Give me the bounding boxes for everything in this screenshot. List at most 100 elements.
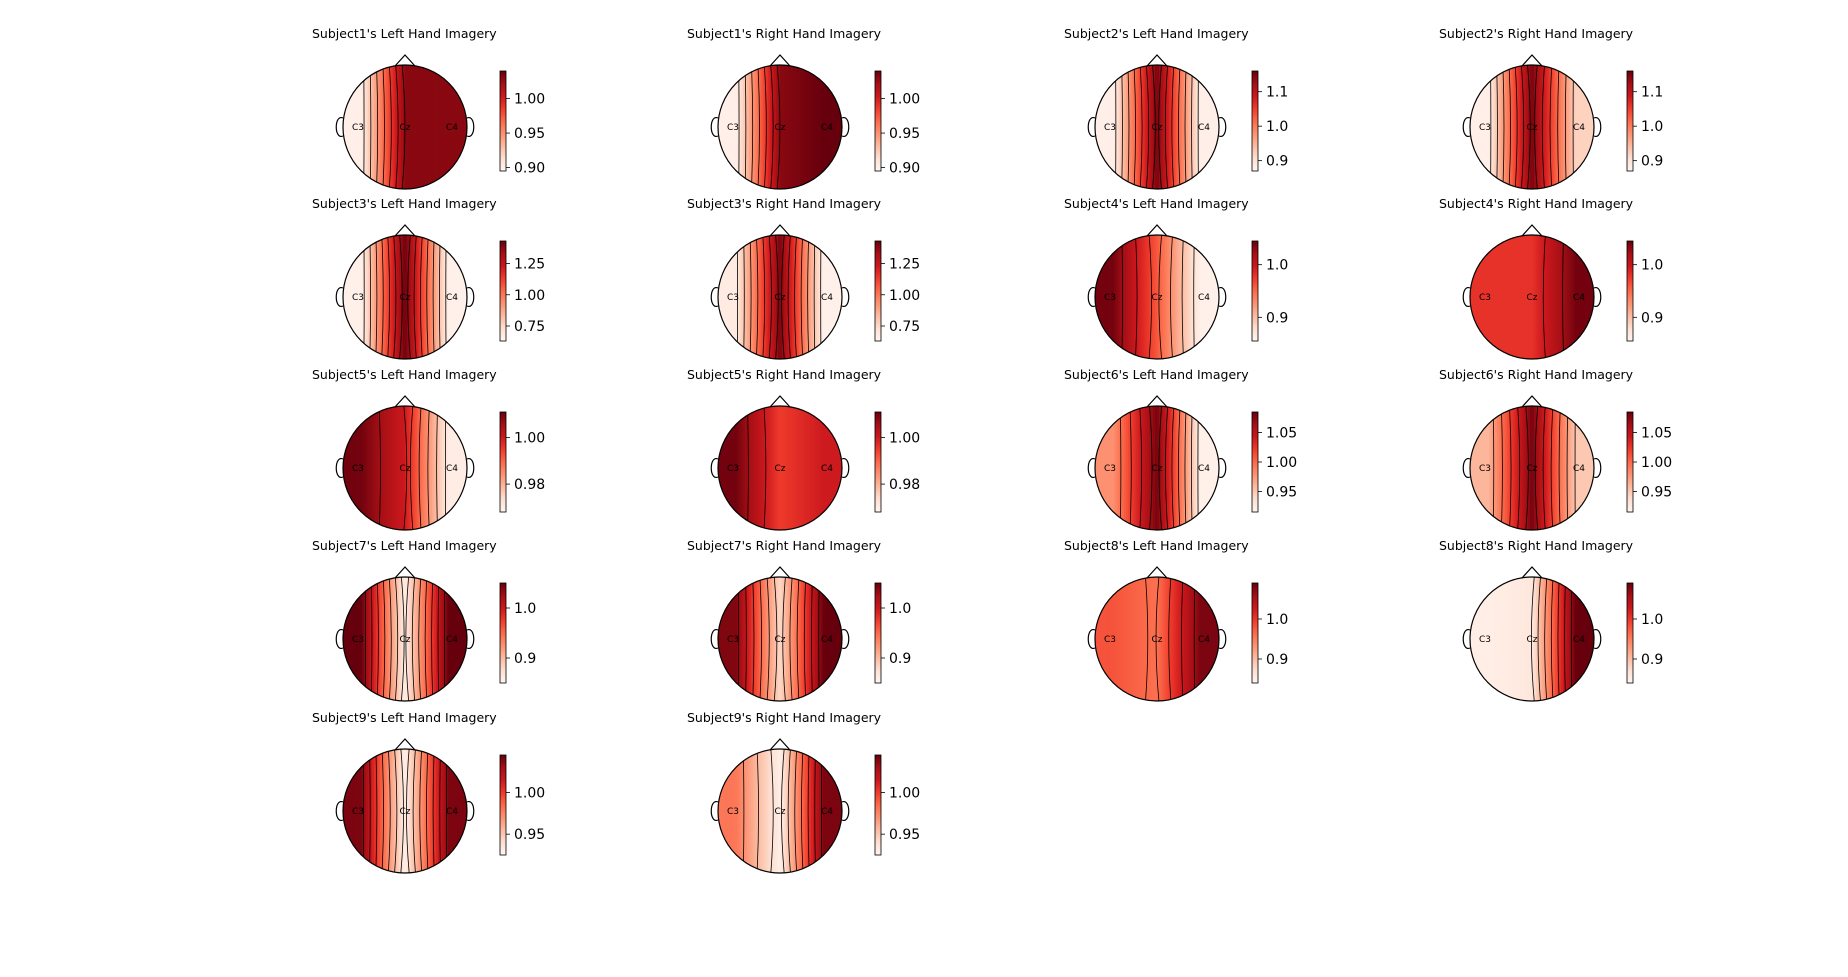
contour-line <box>1191 65 1193 189</box>
field-strip <box>1118 406 1121 530</box>
field-strip <box>1176 65 1179 189</box>
field-strip <box>1516 65 1520 189</box>
panel-title: Subject9's Left Hand Imagery <box>312 710 497 725</box>
colorbar <box>499 70 507 172</box>
field-strip <box>1166 65 1170 189</box>
contour-line <box>1158 65 1162 189</box>
field-strip <box>426 577 429 701</box>
field-strip <box>358 65 362 189</box>
field-strip <box>1578 235 1582 359</box>
field-strip <box>1203 406 1207 530</box>
contour-lines <box>1145 577 1196 701</box>
field-strip <box>1545 65 1549 189</box>
contour-line <box>759 577 763 701</box>
field-strip <box>1186 406 1189 530</box>
field-strip <box>1133 65 1137 189</box>
contour-line <box>744 65 747 189</box>
field-strip <box>799 749 802 873</box>
field-strip <box>416 235 420 359</box>
field-strip <box>826 65 830 189</box>
field-strip <box>830 235 833 359</box>
electrode-label: C3 <box>1479 293 1491 303</box>
field-strip <box>778 235 781 359</box>
field-strip <box>1506 406 1510 530</box>
field-strip <box>731 406 735 530</box>
field-strip <box>737 235 740 359</box>
contour-line <box>375 235 378 359</box>
electrode-label: C3 <box>352 123 364 133</box>
field-strip <box>1551 577 1554 701</box>
field-strip <box>1124 406 1127 530</box>
field-strip <box>430 235 433 359</box>
contour-line <box>432 749 435 873</box>
contour-line <box>1534 65 1538 189</box>
colorbar <box>874 240 882 342</box>
field-strip <box>1564 65 1568 189</box>
field-strip <box>1497 65 1500 189</box>
field-strip <box>445 577 449 701</box>
field-strip <box>1528 235 1531 359</box>
field-strip <box>399 749 402 873</box>
colorbar-tick-label: 1.0 <box>514 601 536 617</box>
field-strip <box>733 577 737 701</box>
field-strip <box>1139 406 1143 530</box>
field-strip <box>1201 406 1205 530</box>
field-strip <box>1553 577 1556 701</box>
field-strip <box>1180 235 1183 359</box>
field-strip <box>465 65 467 189</box>
panel-title: Subject2's Left Hand Imagery <box>1064 26 1249 41</box>
field-strip <box>718 235 721 359</box>
field-strip <box>1481 577 1485 701</box>
field-strip <box>346 577 350 701</box>
electrode-label: Cz <box>399 123 410 133</box>
electrode-label: C3 <box>1479 635 1491 645</box>
field-strip <box>733 235 737 359</box>
field-strip <box>1512 65 1516 189</box>
field-strip <box>383 749 387 873</box>
field-strip <box>436 577 439 701</box>
topomap-panel: Subject6's Right Hand Imagery C3 Cz C4 1.05 1… <box>1439 367 1672 531</box>
contour-line <box>1542 235 1546 359</box>
colorbar <box>1626 411 1634 513</box>
field-strip <box>1157 235 1160 359</box>
field-strip <box>764 749 768 873</box>
colorbar <box>1251 411 1259 513</box>
nose <box>1146 566 1168 579</box>
contour-line <box>1502 65 1505 189</box>
field-strip <box>774 65 777 189</box>
field-strip <box>457 235 460 359</box>
field-strip <box>1131 406 1135 530</box>
field-strip <box>1532 577 1535 701</box>
field-strip <box>443 65 447 189</box>
scalp-field <box>718 749 842 873</box>
contour-line <box>1181 235 1184 359</box>
field-strip <box>1557 235 1560 359</box>
field-strip <box>385 65 389 189</box>
field-strip <box>1564 577 1568 701</box>
field-strip <box>1149 406 1152 530</box>
field-strip <box>783 406 787 530</box>
field-strip <box>776 406 779 530</box>
field-strip <box>397 577 400 701</box>
field-strip <box>725 577 729 701</box>
field-strip <box>455 65 458 189</box>
field-strip <box>756 749 760 873</box>
field-strip <box>750 235 754 359</box>
field-strip <box>1522 406 1525 530</box>
contour-line <box>376 65 379 189</box>
field-strip <box>1164 406 1168 530</box>
colorbar-tick-label: 0.95 <box>1641 484 1672 500</box>
field-strip <box>1205 406 1208 530</box>
field-strip <box>436 235 439 359</box>
field-strip <box>1588 235 1591 359</box>
field-strip <box>374 577 377 701</box>
contour-line <box>751 65 754 189</box>
field-strip <box>729 749 733 873</box>
field-strip <box>811 406 814 530</box>
field-strip <box>1584 65 1587 189</box>
field-strip <box>1497 577 1500 701</box>
contour-line <box>1121 65 1123 189</box>
field-strip <box>408 749 412 873</box>
field-strip <box>343 235 346 359</box>
